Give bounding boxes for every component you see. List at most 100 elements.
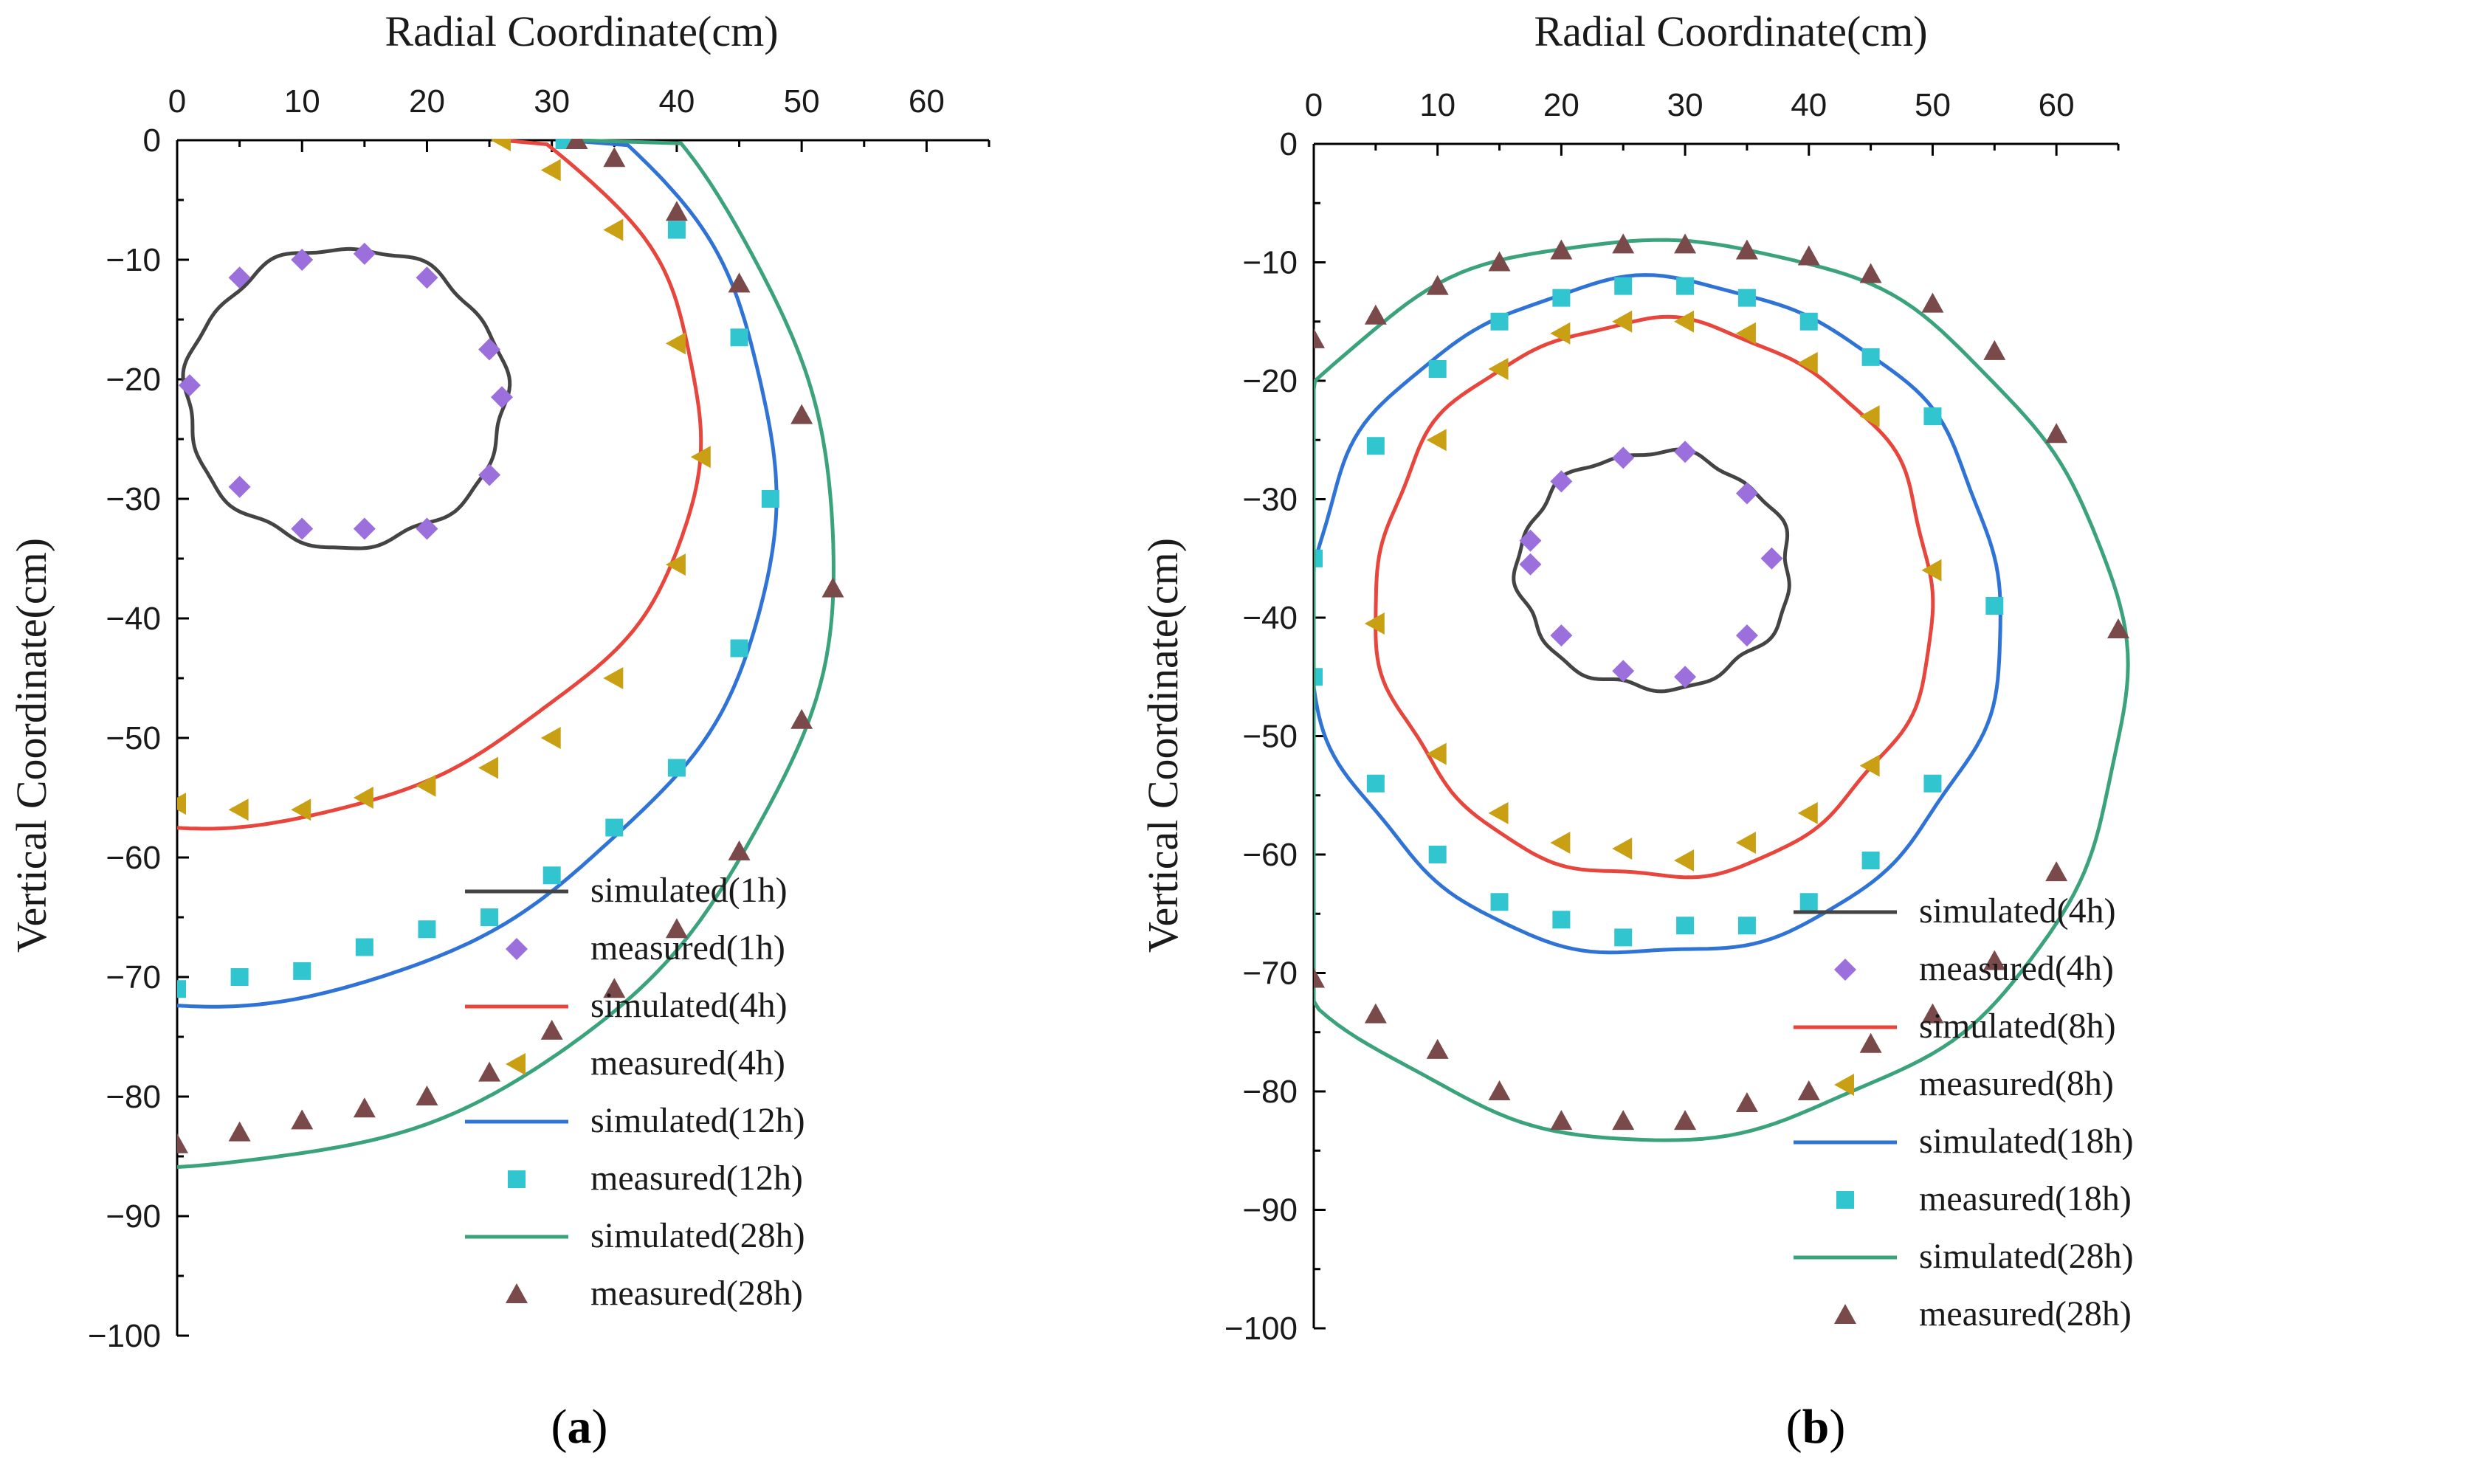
y-tick-label: −10 — [1242, 245, 1298, 281]
data-point-measured(28h) — [603, 978, 626, 998]
data-point-measured(4h) — [540, 727, 561, 749]
data-point-measured(28h) — [1859, 263, 1882, 283]
data-point-measured(28h) — [1983, 339, 2006, 360]
data-point-measured(28h) — [1550, 239, 1573, 260]
data-point-measured(1h) — [228, 266, 251, 289]
data-point-measured(18h) — [1923, 407, 1942, 426]
legend-marker-swatch — [506, 1283, 528, 1303]
y-tick-label: −30 — [106, 481, 161, 517]
data-point-measured(12h) — [667, 759, 686, 777]
data-point-measured(28h) — [1921, 292, 1944, 313]
legend-marker-swatch — [1834, 1074, 1854, 1096]
series-line-simulated(18h) — [1314, 273, 2002, 955]
data-point-measured(18h) — [1614, 277, 1633, 295]
data-point-measured(4h) — [1612, 660, 1635, 683]
legend-label: measured(4h) — [590, 1043, 785, 1083]
data-point-measured(4h) — [1519, 553, 1542, 576]
data-point-measured(12h) — [730, 639, 748, 658]
y-tick-label: −50 — [106, 720, 161, 756]
legend-label: simulated(4h) — [1919, 891, 2116, 931]
data-point-measured(4h) — [603, 667, 624, 689]
data-point-measured(4h) — [1735, 624, 1758, 647]
x-axis-title-a: Radial Coordinate(cm) — [385, 7, 778, 55]
data-point-measured(18h) — [1676, 917, 1695, 935]
data-point-measured(12h) — [355, 938, 373, 956]
data-point-measured(8h) — [1859, 405, 1880, 428]
legend-label: simulated(28h) — [1919, 1237, 2134, 1276]
x-tick-label: 20 — [1543, 87, 1579, 123]
legend-item: measured(12h) — [508, 1159, 803, 1198]
legend-label: simulated(8h) — [1919, 1007, 2116, 1046]
data-point-measured(28h) — [1735, 1092, 1758, 1113]
series-line-simulated(4h) — [177, 139, 703, 831]
data-point-measured(8h) — [1859, 754, 1880, 777]
data-point-measured(1h) — [228, 475, 251, 498]
data-point-measured(18h) — [1314, 668, 1323, 686]
legend-marker-swatch — [1836, 1191, 1854, 1209]
legend-item: measured(8h) — [1834, 1064, 2114, 1103]
x-tick-label: 0 — [1305, 87, 1323, 123]
y-tick-label: −60 — [106, 840, 161, 876]
y-tick-label: 0 — [1280, 126, 1298, 162]
data-point-measured(12h) — [761, 490, 779, 508]
data-point-measured(1h) — [291, 249, 314, 271]
y-tick-label: −20 — [1242, 363, 1298, 399]
x-tick-label: 50 — [1915, 87, 1951, 123]
data-point-measured(4h) — [1674, 441, 1697, 463]
data-point-measured(4h) — [665, 553, 686, 576]
data-point-measured(8h) — [1426, 742, 1447, 765]
x-tick-label: 30 — [534, 83, 570, 120]
legend-label: simulated(28h) — [590, 1216, 805, 1255]
data-point-measured(28h) — [1426, 275, 1449, 295]
data-point-measured(8h) — [1426, 429, 1447, 452]
data-point-measured(12h) — [480, 908, 499, 926]
data-point-measured(4h) — [1550, 624, 1573, 647]
legend-label: measured(8h) — [1919, 1064, 2114, 1103]
data-point-measured(28h) — [2107, 618, 2129, 639]
data-point-measured(18h) — [1314, 549, 1323, 567]
data-point-measured(4h) — [1612, 446, 1635, 469]
data-point-measured(8h) — [1488, 801, 1509, 824]
data-point-measured(12h) — [230, 968, 249, 986]
y-tick-label: −60 — [1242, 837, 1298, 873]
data-point-measured(28h) — [728, 840, 751, 860]
y-tick-label: 0 — [143, 122, 161, 159]
series-line-simulated(1h) — [181, 246, 512, 551]
x-tick-label: 0 — [168, 83, 186, 120]
data-point-measured(4h) — [416, 774, 436, 797]
data-point-measured(18h) — [1366, 774, 1385, 793]
legend-item: measured(1h) — [506, 928, 785, 967]
data-point-measured(28h) — [228, 1121, 251, 1142]
legend-label: measured(1h) — [590, 928, 785, 967]
y-tick-label: −40 — [1242, 600, 1298, 636]
legend-label: measured(28h) — [1919, 1294, 2132, 1333]
data-point-measured(28h) — [1364, 1003, 1387, 1024]
data-point-measured(8h) — [1674, 849, 1695, 872]
data-point-measured(18h) — [1428, 359, 1447, 378]
data-point-measured(28h) — [1612, 1110, 1635, 1131]
data-point-measured(28h) — [1674, 1110, 1697, 1131]
x-tick-label: 60 — [909, 83, 945, 120]
x-tick-label: 40 — [1791, 87, 1827, 123]
data-point-measured(28h) — [665, 201, 688, 221]
data-point-measured(12h) — [418, 920, 436, 939]
y-tick-label: −20 — [106, 362, 161, 398]
data-point-measured(28h) — [565, 139, 588, 149]
data-point-measured(28h) — [665, 918, 688, 939]
data-point-measured(28h) — [790, 708, 813, 729]
data-point-measured(4h) — [665, 332, 686, 355]
data-point-measured(1h) — [353, 242, 376, 265]
x-tick-label: 50 — [784, 83, 820, 120]
data-point-measured(18h) — [1552, 289, 1571, 307]
plot-area — [1314, 233, 2130, 1142]
data-point-measured(8h) — [1550, 831, 1571, 854]
panel-label-a: (a) — [551, 1400, 608, 1454]
data-point-measured(4h) — [540, 159, 561, 182]
data-point-measured(28h) — [1921, 1003, 1944, 1024]
x-tick-label: 40 — [658, 83, 695, 120]
data-point-measured(8h) — [1797, 351, 1818, 374]
legend-marker-swatch — [508, 1170, 526, 1188]
data-point-measured(12h) — [177, 980, 186, 998]
legend-label: simulated(18h) — [1919, 1122, 2134, 1161]
data-point-measured(12h) — [667, 221, 686, 239]
